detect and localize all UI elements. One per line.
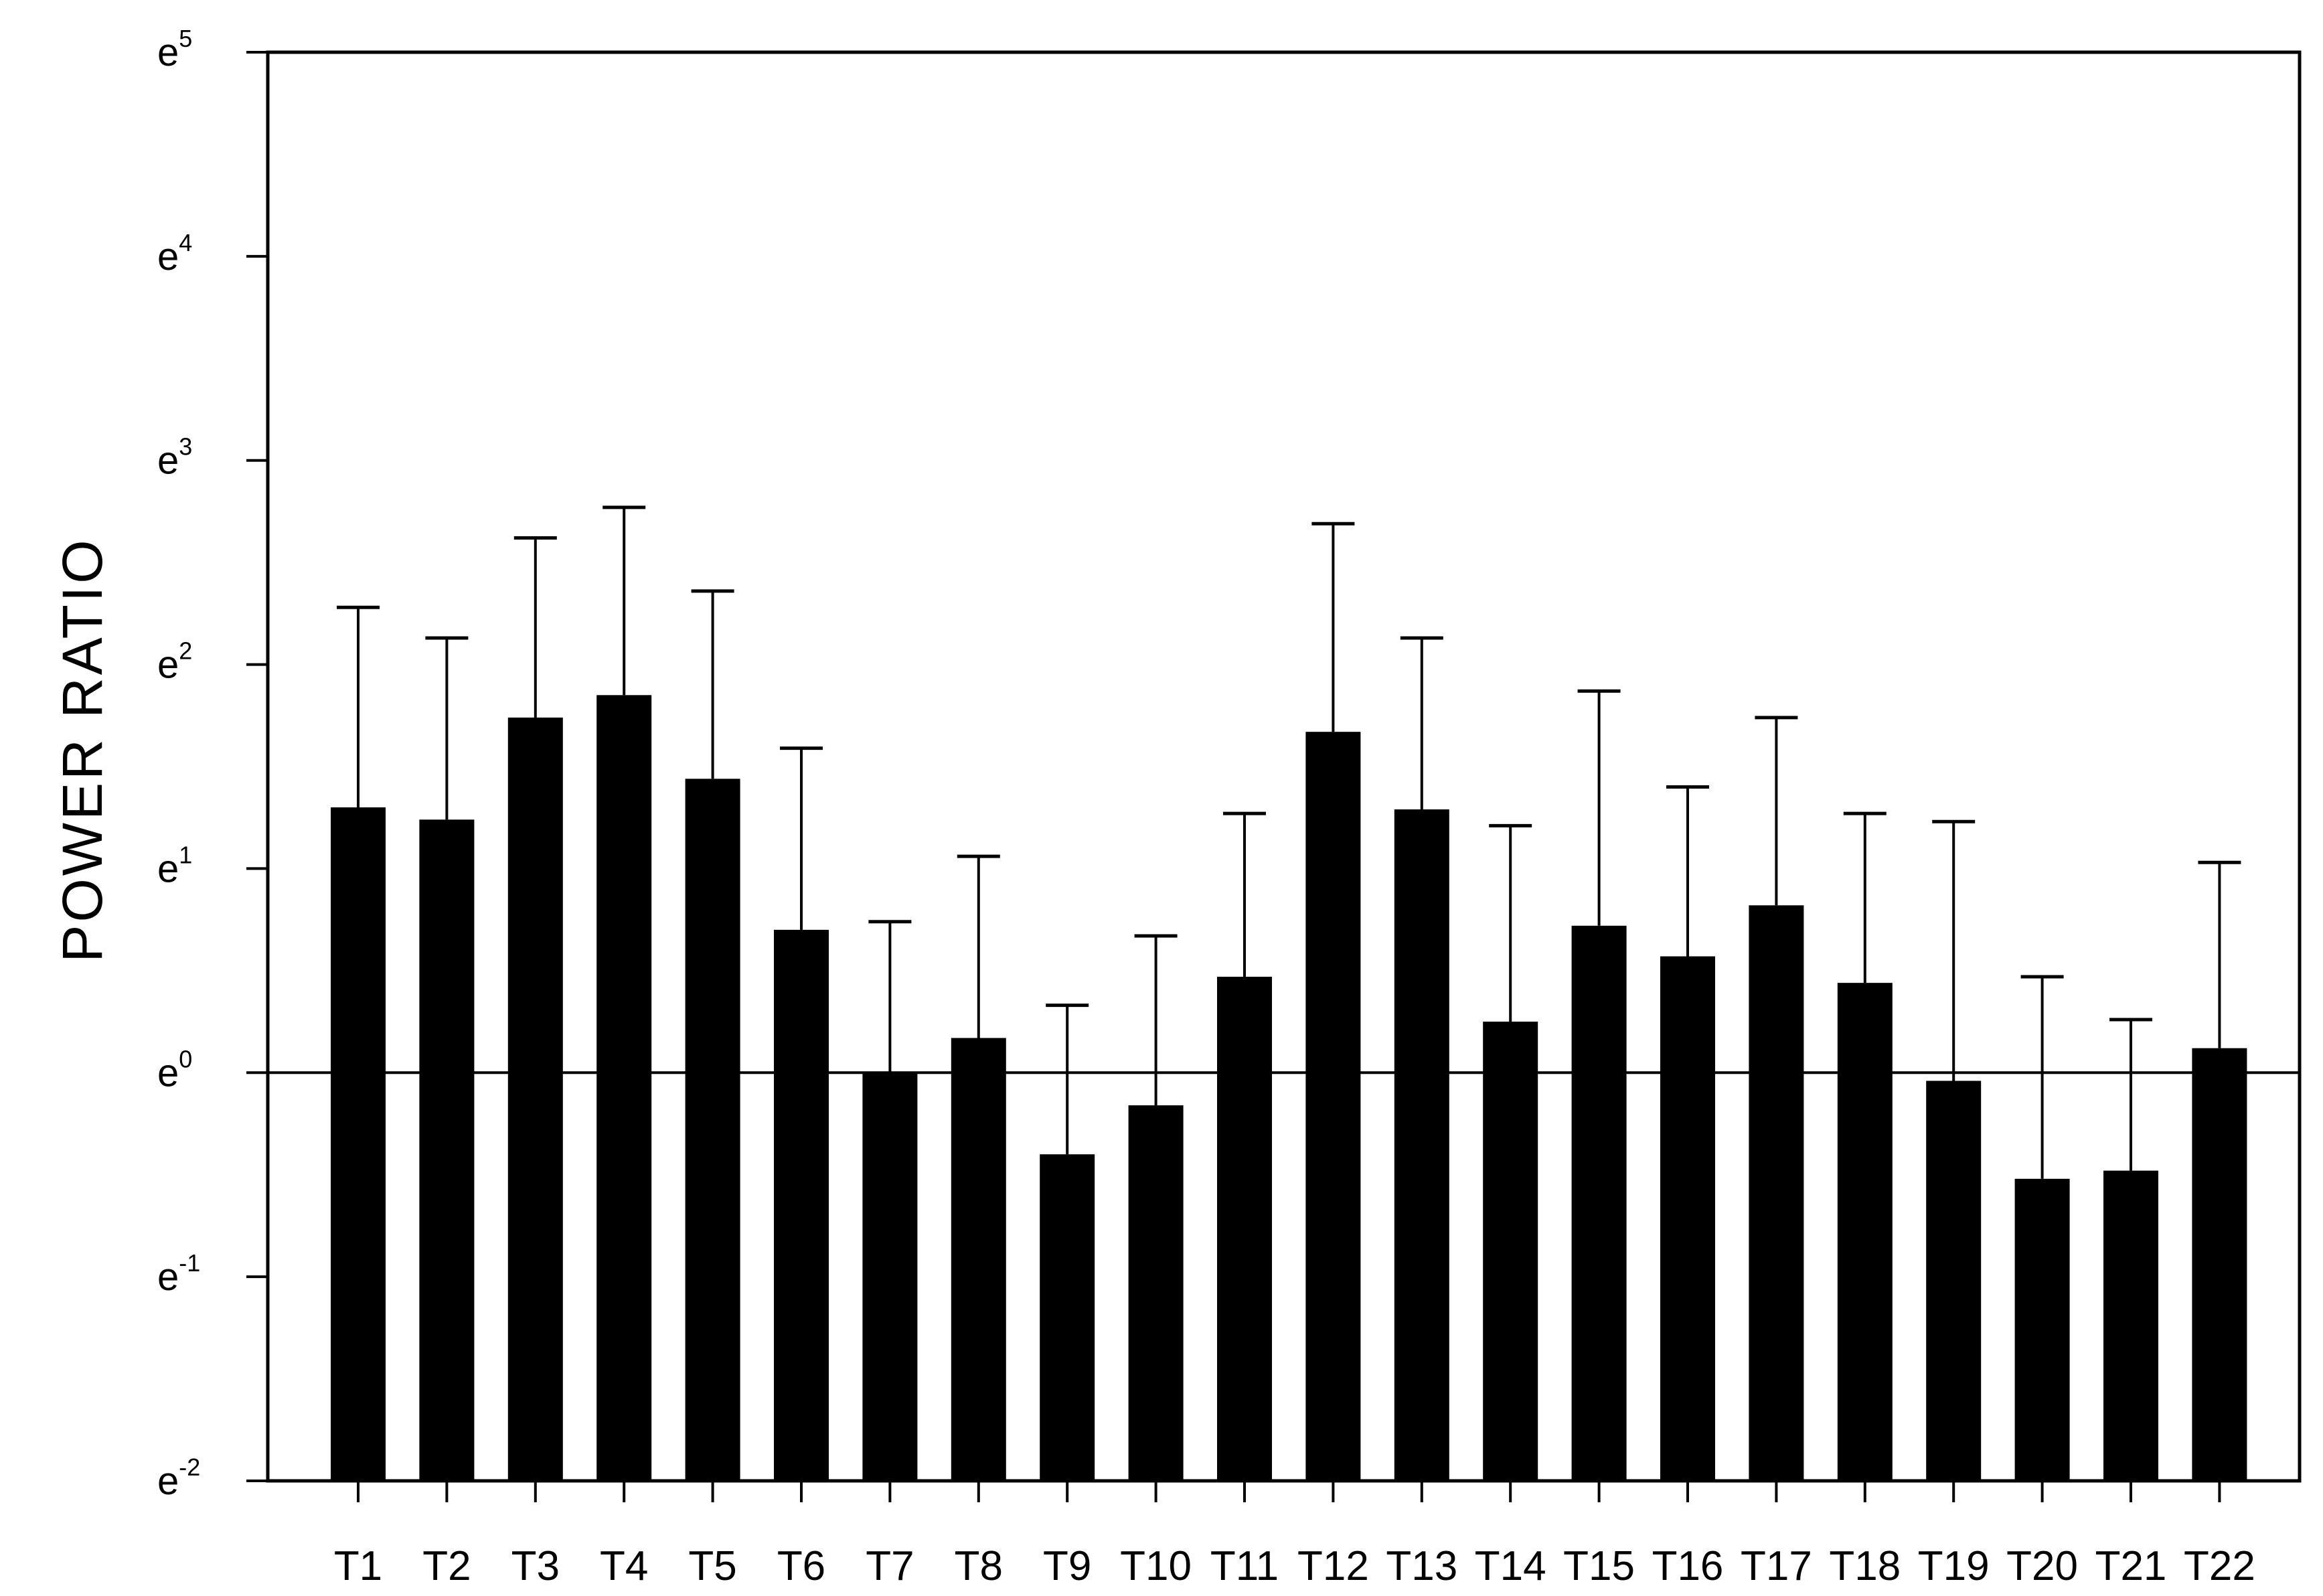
bar-t18: [1837, 983, 1893, 1481]
x-tick-label-t19: T19: [1918, 1543, 1990, 1589]
bar-t17: [1749, 905, 1804, 1481]
y-tick-label-5: e3: [157, 433, 192, 483]
x-tick-label-t13: T13: [1386, 1543, 1457, 1589]
x-tick-label-t1: T1: [334, 1543, 382, 1589]
bar-t6: [774, 929, 829, 1481]
x-tick-label-t3: T3: [511, 1543, 560, 1589]
bar-t5: [685, 779, 740, 1481]
y-tick-label-7: e5: [157, 25, 192, 74]
x-tick-label-t10: T10: [1120, 1543, 1192, 1589]
plot-border: [266, 50, 2302, 1483]
x-tick-label-t8: T8: [955, 1543, 1003, 1589]
x-tick-label-t6: T6: [777, 1543, 825, 1589]
y-tick-label-4: e2: [157, 637, 192, 687]
y-axis-ticks: e-2 e-1 e0 e1 e2 e3 e4 e5: [157, 25, 268, 1503]
y-tick-label-3: e1: [157, 841, 192, 890]
x-tick-label-t18: T18: [1829, 1543, 1901, 1589]
bars: [331, 695, 2247, 1481]
y-tick-label-0: e-2: [157, 1453, 200, 1503]
x-tick-label-t4: T4: [600, 1543, 648, 1589]
bar-t10: [1128, 1105, 1184, 1481]
bar-t7: [862, 1072, 918, 1481]
x-tick-label-t17: T17: [1741, 1543, 1812, 1589]
x-tick-label-t5: T5: [688, 1543, 736, 1589]
bar-t16: [1660, 956, 1715, 1481]
x-tick-label-t16: T16: [1652, 1543, 1724, 1589]
bar-t11: [1217, 977, 1272, 1481]
x-tick-label-t2: T2: [422, 1543, 471, 1589]
bar-t1: [331, 807, 386, 1481]
x-tick-label-t12: T12: [1297, 1543, 1369, 1589]
x-tick-label-t21: T21: [2095, 1543, 2167, 1589]
bar-t15: [1571, 925, 1627, 1481]
bar-t21: [2103, 1170, 2158, 1481]
x-tick-label-t14: T14: [1475, 1543, 1546, 1589]
x-tick-label-t22: T22: [2184, 1543, 2255, 1589]
y-tick-label-2: e0: [157, 1045, 192, 1095]
plot-frame: [266, 50, 2302, 1483]
error-bars: [337, 505, 2241, 1179]
x-tick-label-t11: T11: [1210, 1543, 1279, 1589]
bar-t12: [1305, 732, 1361, 1481]
bar-t4: [596, 695, 652, 1481]
bar-t19: [1926, 1081, 1982, 1481]
x-tick-label-t20: T20: [2006, 1543, 2078, 1589]
bar-t22: [2192, 1048, 2247, 1481]
bar-t8: [951, 1038, 1006, 1481]
bar-t20: [2014, 1178, 2070, 1481]
y-tick-label-1: e-1: [157, 1249, 200, 1299]
x-tick-label-t9: T9: [1043, 1543, 1091, 1589]
x-axis-ticks: T1 T2 T3 T4 T5 T6 T7 T8 T9 T10 T11 T12 T13 T14 T15 T16 T…: [334, 1481, 2255, 1589]
bar-t3: [507, 717, 563, 1481]
x-tick-label-t7: T7: [866, 1543, 914, 1589]
x-tick-label-t15: T15: [1563, 1543, 1635, 1589]
bar-t2: [419, 819, 475, 1481]
y-tick-label-6: e4: [157, 229, 192, 278]
bar-t14: [1483, 1022, 1538, 1481]
y-axis-label: POWER RATIO: [51, 537, 114, 962]
bar-t9: [1040, 1154, 1095, 1481]
bar-t13: [1394, 809, 1449, 1481]
